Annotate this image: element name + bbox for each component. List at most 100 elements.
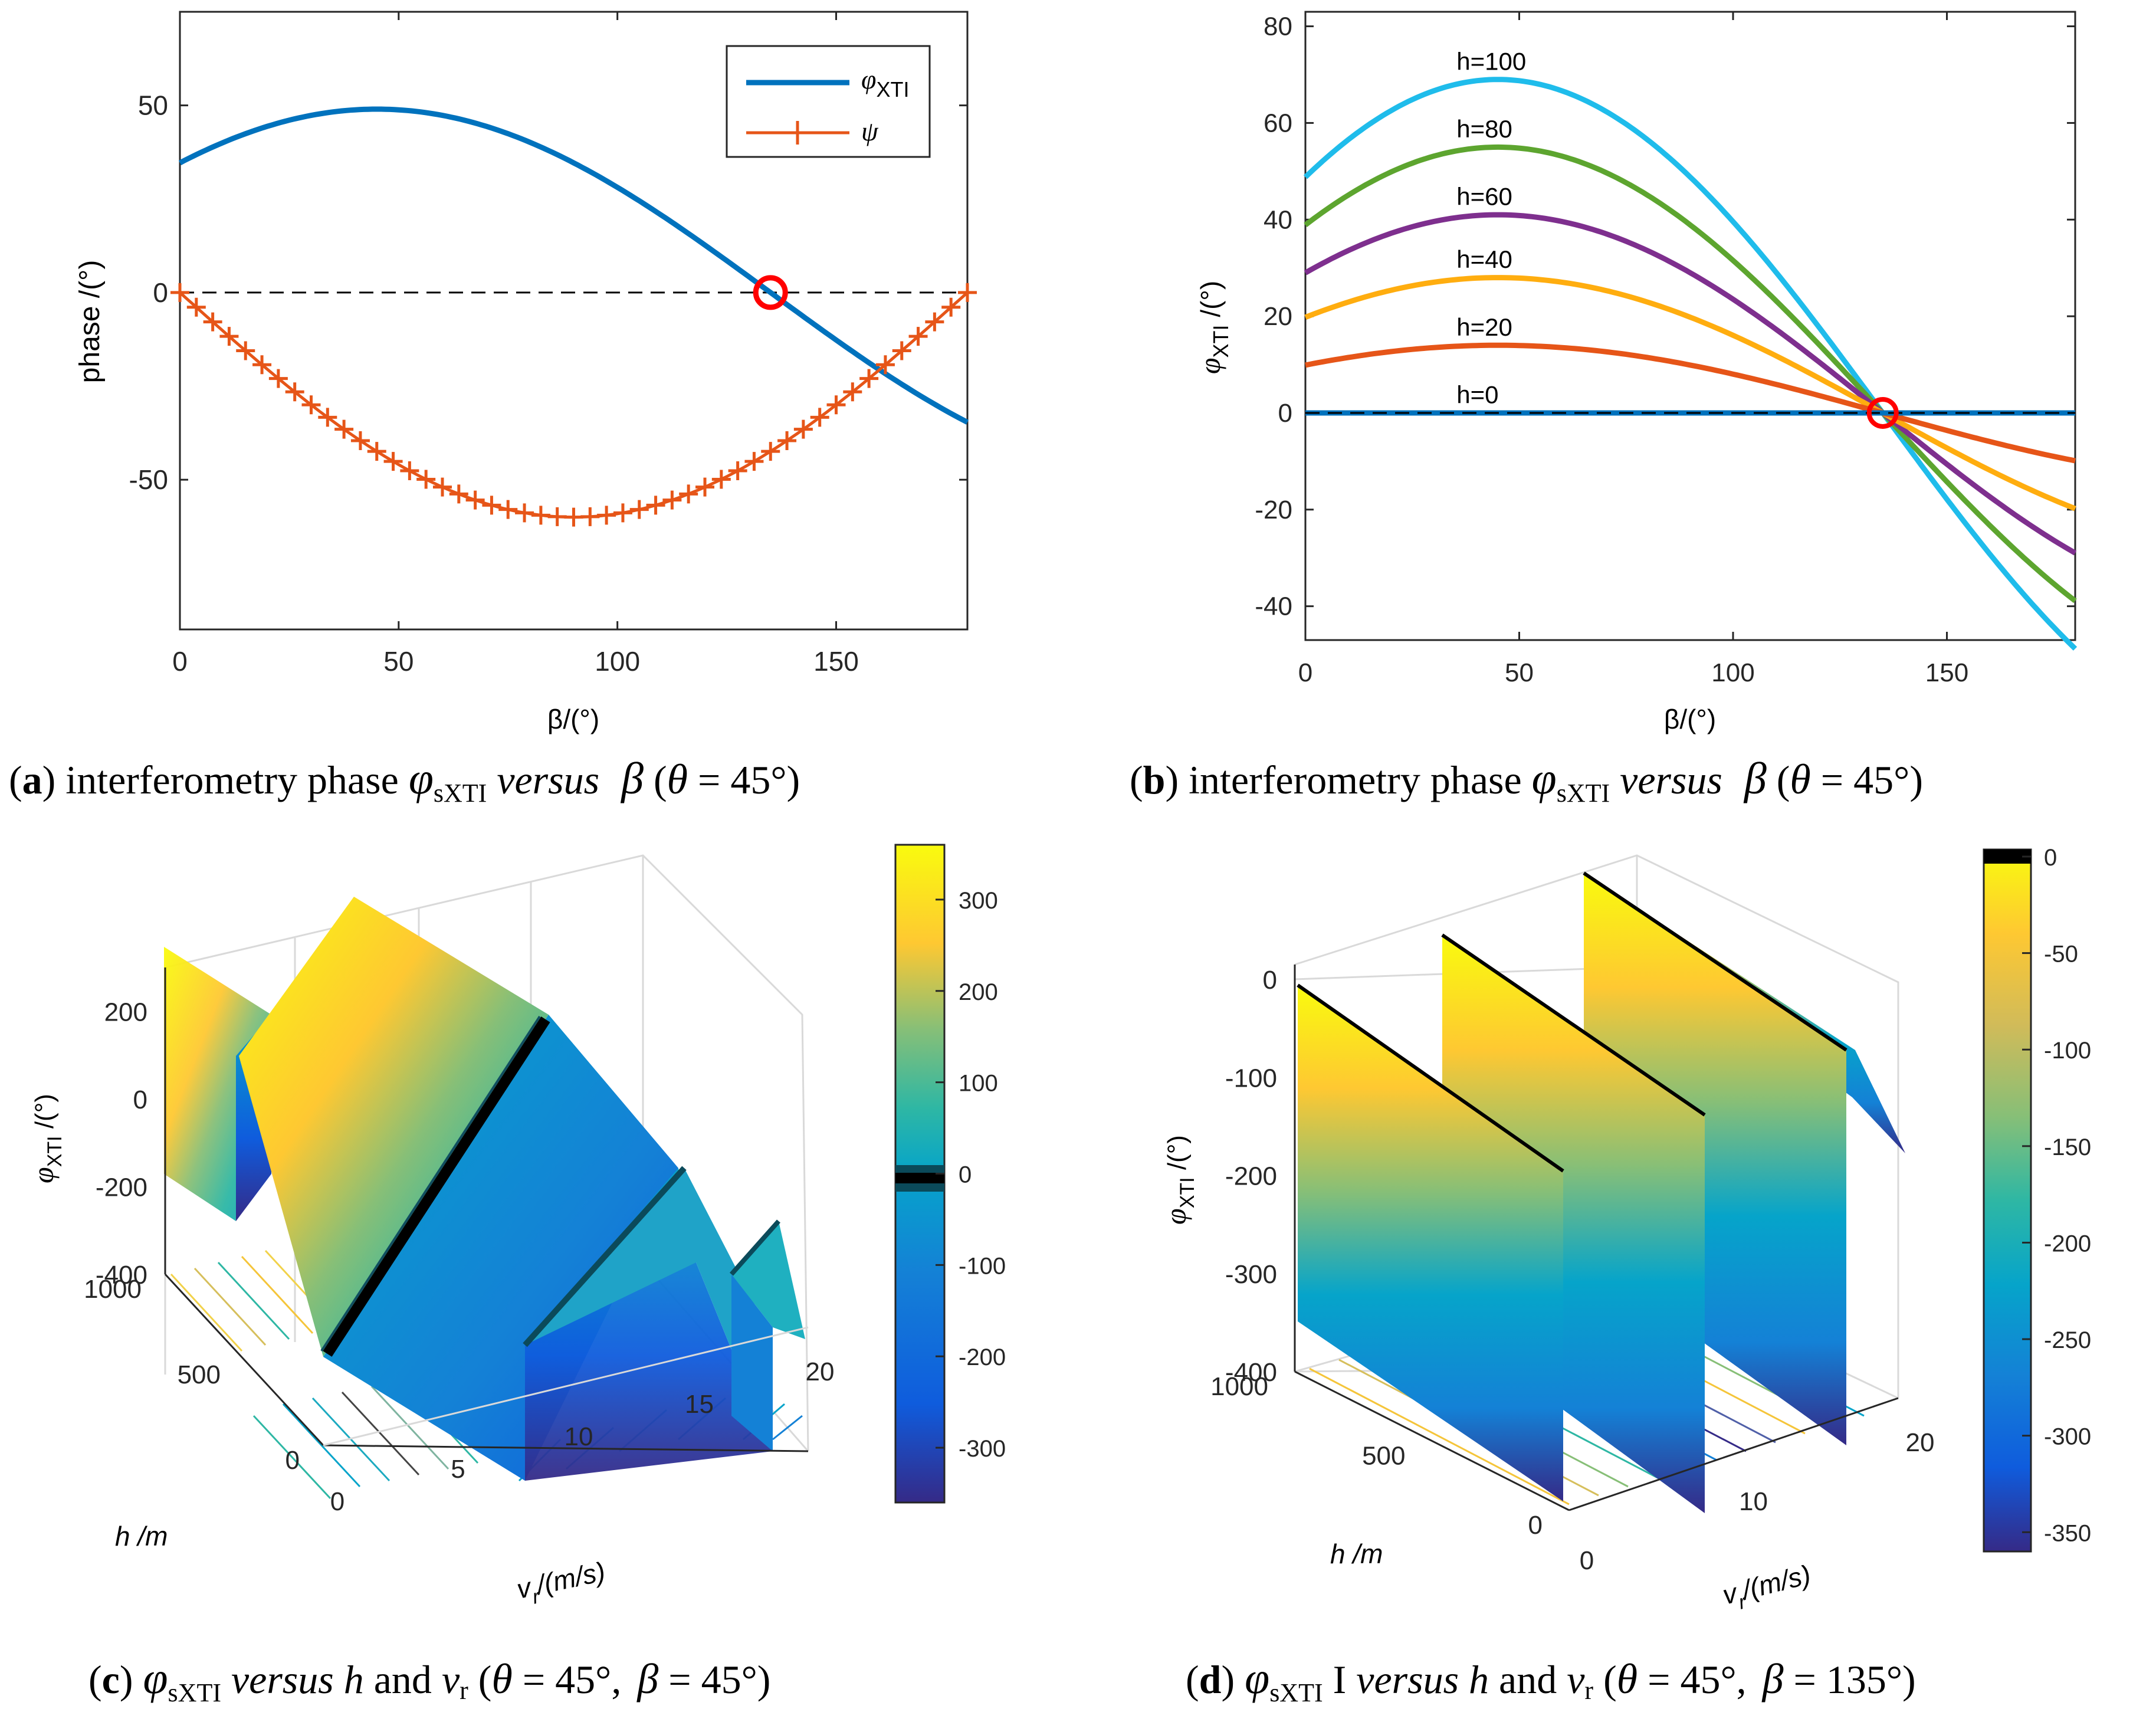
panel-b-curve-label: h=0 xyxy=(1456,381,1498,409)
panel-b-xlabel: β/(°) xyxy=(1664,704,1716,734)
panel-c-colorbar-tick-label: -100 xyxy=(959,1253,1006,1279)
panel-c-ridge-2 xyxy=(730,1219,780,1276)
panel-b-curve-label: h=20 xyxy=(1456,313,1512,341)
panel-c-colorbar-tick-label: -200 xyxy=(959,1344,1006,1370)
panel-d-xtick-label: 10 xyxy=(1739,1487,1768,1516)
psi-marker xyxy=(564,507,583,527)
panel-d-colorbar-tick-label: 0 xyxy=(2044,845,2057,871)
psi-marker xyxy=(843,382,862,402)
panel-d-colorbar xyxy=(1983,848,2032,1553)
panel-d-zlabel: φXTI /(°) xyxy=(1159,1135,1199,1225)
panel-b-series-h-40 xyxy=(1304,275,2076,511)
panel-a-xtick-label: 150 xyxy=(813,646,859,677)
panel-b-xtick-label: 0 xyxy=(1298,658,1312,687)
psi-marker xyxy=(334,419,354,439)
panel-a-xtick-label: 50 xyxy=(383,646,414,677)
panel-b-xtick-label: 150 xyxy=(1925,658,1968,687)
psi-marker xyxy=(826,395,846,415)
panel-a-xtick-label: 100 xyxy=(595,646,640,677)
caption-b: (b) interferometry phase φsXTI versus β … xyxy=(1130,754,1923,808)
panel-c-floor-front xyxy=(323,1326,809,1446)
panel-c-surface-main-b xyxy=(323,1015,678,1481)
panel-c-surface-far-right xyxy=(731,1221,805,1339)
panel-c-ztick-label: -400 xyxy=(96,1261,147,1290)
psi-marker xyxy=(252,355,272,375)
panel-c-surface-far-right-wall xyxy=(731,1274,773,1451)
panel-d-edge-2 xyxy=(1441,933,1706,1117)
psi-marker xyxy=(744,452,764,471)
panel-c-xtick-label: 0 xyxy=(330,1487,344,1516)
panel-c-ytick-label: 1000 xyxy=(84,1275,142,1304)
psi-marker xyxy=(597,506,616,525)
panel-d-axes xyxy=(1294,965,1899,1511)
panel-c-colorbar-tick-label: 300 xyxy=(959,888,998,914)
panel-c-ylabel: h /m xyxy=(115,1521,168,1551)
psi-marker xyxy=(400,461,419,480)
panel-a-ytick-label: 0 xyxy=(153,277,168,308)
psi-marker xyxy=(219,327,239,346)
psi-marker xyxy=(547,507,567,526)
psi-marker xyxy=(482,496,501,515)
panel-b-ticks: 0 50 100 150 -40 -20 0 20 40 60 80 xyxy=(1255,12,2075,687)
panel-b-ytick-label: 60 xyxy=(1264,109,1292,137)
panel-b-curve-label: h=60 xyxy=(1456,183,1512,211)
psi-marker xyxy=(728,461,747,480)
psi-marker xyxy=(465,490,485,510)
panel-c-surface-right xyxy=(525,1168,773,1451)
panel-b-series-h-20 xyxy=(1305,342,2076,464)
panel-d-ztick-label: -100 xyxy=(1225,1064,1277,1093)
psi-marker xyxy=(498,500,518,519)
panel-a-intersection-circle xyxy=(753,275,788,310)
panel-a-legend-box xyxy=(726,45,931,158)
panel-c-axes xyxy=(164,967,809,1452)
panel-c-zero-contour xyxy=(323,1016,550,1357)
panel-b-series-h-80 xyxy=(1304,144,2077,603)
psi-marker xyxy=(580,507,600,526)
panel-d-colorbar-tick-label: -150 xyxy=(2044,1134,2091,1160)
panel-c-xtick-label: 5 xyxy=(451,1455,465,1484)
panel-d-colorbar-tick-label: -300 xyxy=(2044,1424,2091,1450)
panel-a-ylabel: phase /(°) xyxy=(74,260,106,383)
psi-marker xyxy=(908,327,928,346)
psi-marker xyxy=(531,506,550,525)
psi-marker xyxy=(350,431,370,450)
panel-a-legend: φXTI ψ xyxy=(726,45,931,158)
psi-marker xyxy=(416,470,436,489)
panel-a: 0 50 100 150 -50 0 50 φXTI ψ β/(°) phase /(°) xyxy=(74,11,977,734)
legend-label-psi: ψ xyxy=(861,116,879,146)
panel-c-colorbar-zero-band-2 xyxy=(895,1165,944,1173)
panel-b-ytick-label: 40 xyxy=(1264,205,1292,234)
psi-marker xyxy=(629,500,649,519)
panel-d-xtick-label: 0 xyxy=(1580,1546,1594,1575)
panel-a-ytick-label: 50 xyxy=(138,90,168,121)
panel-b-ytick-label: -20 xyxy=(1255,496,1292,524)
psi-marker xyxy=(695,477,714,497)
panel-b-series-h-60 xyxy=(1304,212,2077,556)
psi-marker xyxy=(646,496,665,515)
panel-d-tick-labels: -400 -300 -200 -100 0 0 500 1000 0 10 20 xyxy=(1210,966,1934,1575)
psi-marker xyxy=(186,297,206,317)
psi-marker xyxy=(875,355,895,375)
panel-d-ytick-label: 1000 xyxy=(1210,1372,1268,1401)
psi-marker xyxy=(777,431,797,450)
panel-c-colorbar-tick-label: 100 xyxy=(959,1071,998,1097)
caption-c: (c) φsXTI versus h and vr (θ = 45°, β = … xyxy=(88,1654,770,1707)
panel-b-ylabel: φXTI /(°) xyxy=(1193,281,1233,374)
panel-c-ztick-label: 200 xyxy=(104,998,147,1026)
psi-marker xyxy=(383,452,403,471)
psi-marker xyxy=(925,312,944,332)
panel-b-series-h-100 xyxy=(1303,77,2078,651)
panel-c-ztick-label: -200 xyxy=(96,1173,147,1202)
psi-marker xyxy=(711,470,731,489)
panel-c-ytick-label: 500 xyxy=(178,1360,221,1389)
panel-b-ytick-label: 80 xyxy=(1264,12,1292,41)
panel-d-ztick-label: 0 xyxy=(1263,966,1277,995)
psi-marker xyxy=(810,408,829,427)
panel-c-surface-main-a xyxy=(239,897,549,1357)
panel-b-ytick-label: 20 xyxy=(1264,302,1292,331)
psi-marker xyxy=(515,503,534,523)
panel-b-curve-labels: h=0 h=20 h=40 h=60 h=80 h=100 xyxy=(1456,47,1526,408)
